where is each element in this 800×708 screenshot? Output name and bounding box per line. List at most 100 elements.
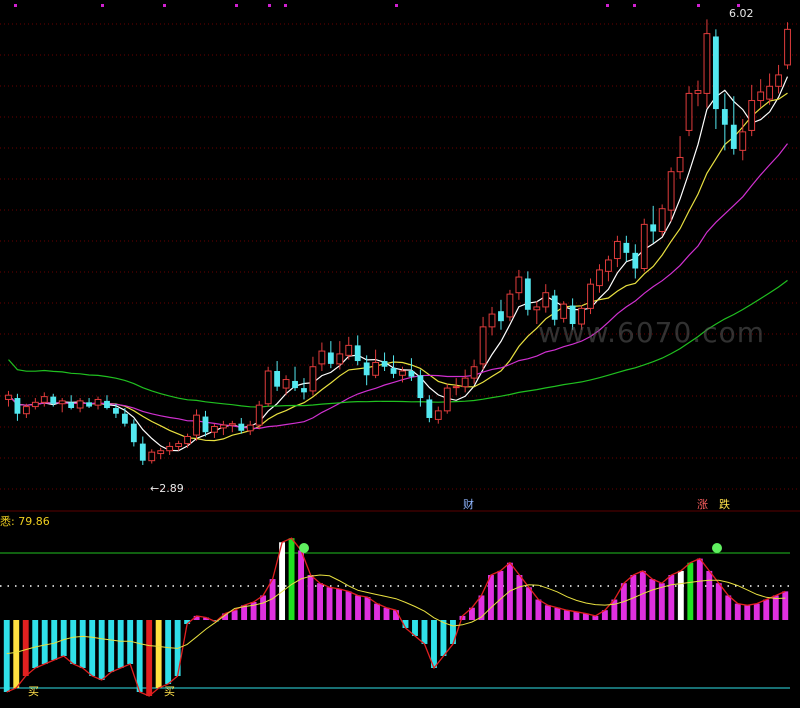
candle (408, 371, 415, 377)
candle (757, 91, 765, 102)
candle (712, 36, 719, 110)
osc-bar (487, 575, 494, 620)
candle (292, 380, 298, 389)
candle (721, 109, 728, 125)
osc-bar (269, 579, 276, 620)
osc-bar (725, 595, 732, 620)
osc-bar (763, 599, 770, 620)
candle (694, 90, 702, 94)
candle (5, 394, 12, 400)
candle (452, 386, 460, 389)
osc-bar (497, 570, 504, 620)
candle (479, 326, 487, 365)
candle (461, 377, 469, 388)
top-dot (284, 4, 287, 7)
osc-bar (108, 620, 115, 672)
candle (40, 396, 48, 403)
osc-bar (658, 583, 665, 620)
ma20-line (8, 143, 788, 430)
peak-marker-icon (712, 543, 722, 553)
indicator-name-label: 悉: 79.86 (0, 515, 50, 528)
candle (381, 361, 388, 367)
candle (399, 370, 406, 376)
candle (658, 208, 666, 232)
osc-bar (421, 620, 428, 644)
osc-bar (241, 605, 248, 620)
candle (86, 402, 92, 407)
osc-bar (706, 570, 713, 620)
osc-bar (772, 595, 779, 620)
osc-bar (649, 579, 656, 620)
osc-bar (165, 620, 172, 684)
osc-bar (440, 620, 447, 656)
buy-signal-label: 买 (28, 685, 39, 698)
candle (130, 423, 137, 443)
candle (264, 370, 272, 405)
top-dot (395, 4, 398, 7)
osc-bar (383, 607, 390, 620)
candle (605, 259, 612, 272)
candle (506, 293, 514, 318)
candle (76, 400, 84, 409)
osc-bar (592, 615, 599, 620)
candle (246, 424, 254, 432)
candle (748, 100, 756, 131)
candle (578, 307, 585, 325)
osc-bar (117, 620, 124, 668)
osc-bar (98, 620, 105, 680)
osc-bar (364, 597, 371, 620)
candle (766, 85, 774, 100)
osc-bar (184, 620, 191, 624)
osc-bar (193, 615, 200, 620)
candle (166, 445, 174, 452)
osc-bar (231, 610, 238, 620)
top-dot (606, 4, 609, 7)
osc-bar (611, 599, 618, 620)
candle (515, 276, 523, 294)
candle (301, 388, 307, 393)
candle (336, 353, 344, 365)
osc-curve (6, 537, 786, 697)
rise-marker: 涨 (697, 498, 708, 511)
osc-bar (412, 620, 418, 636)
osc-bar (469, 607, 475, 620)
candle (470, 366, 478, 379)
osc-bar (317, 583, 323, 620)
candle (685, 92, 693, 131)
candle (148, 451, 156, 462)
osc-bar (307, 575, 314, 620)
candle (175, 443, 183, 447)
candle (274, 371, 281, 387)
top-dot (163, 4, 166, 7)
candle (193, 414, 200, 436)
candle (632, 252, 639, 269)
oscillator-panel (0, 537, 790, 697)
candle (560, 303, 568, 319)
candle (68, 402, 75, 409)
candle (184, 435, 191, 445)
osc-bar (677, 570, 684, 620)
osc-bar (687, 562, 694, 620)
candle (488, 313, 496, 328)
candle (282, 379, 290, 389)
osc-bar (753, 603, 760, 620)
ma5-line (8, 76, 789, 452)
candle (551, 295, 558, 320)
candle (775, 74, 782, 87)
candle (121, 413, 128, 424)
min-price-label: ←2.89 (150, 482, 184, 495)
osc-bar (355, 595, 361, 620)
top-dot (268, 4, 271, 7)
osc-bar (544, 605, 551, 620)
candle (354, 345, 361, 362)
candle (309, 366, 317, 392)
candle (318, 350, 326, 365)
osc-bar (374, 603, 380, 620)
candle (569, 305, 576, 325)
osc-bar (336, 588, 342, 620)
osc-bar (744, 605, 751, 620)
max-price-label: 6.02 (729, 7, 754, 20)
osc-bar (573, 611, 580, 620)
candle (372, 361, 380, 376)
candle (157, 450, 165, 455)
